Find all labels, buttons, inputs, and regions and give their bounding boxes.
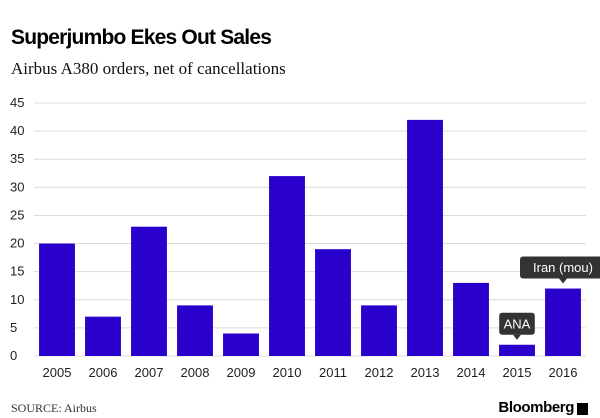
callout-label: Iran (mou) [533,260,593,275]
bar [453,282,489,356]
x-tick-label: 2015 [503,365,532,380]
gridlines [34,102,586,357]
x-tick-label: 2013 [411,365,440,380]
x-tick-label: 2016 [549,365,578,380]
y-tick-label: 25 [10,207,24,222]
x-tick-label: 2011 [319,365,347,380]
x-tick-label: 2008 [181,365,210,380]
y-tick-label: 15 [10,264,24,279]
chart-subtitle: Airbus A380 orders, net of cancellations [11,59,286,78]
y-tick-label: 40 [10,123,24,138]
brand-logo: Bloomberg [498,399,588,416]
x-tick-label: 2009 [227,365,256,380]
y-tick-label: 10 [10,292,24,307]
bar [131,226,167,356]
bar [315,249,351,356]
brand-name: Bloomberg [498,399,574,416]
y-tick-label: 20 [10,236,24,251]
x-tick-label: 2014 [457,365,486,380]
y-tick-label: 30 [10,179,24,194]
bloomberg-mark-icon [577,402,588,415]
chart-title: Superjumbo Ekes Out Sales [11,26,272,49]
x-tick-label: 2006 [89,365,118,380]
bar [223,333,259,356]
y-axis-ticks: 0 5 10 15 20 25 30 35 40 45 [10,95,24,363]
bar [85,316,121,356]
callout-label: ANA [504,316,531,331]
callout-pointer [513,334,521,340]
source-note: SOURCE: Airbus [11,401,97,415]
callout: ANA [499,312,535,340]
bars [39,119,581,356]
x-tick-label: 2012 [365,365,394,380]
y-tick-label: 45 [10,95,24,110]
bar [39,243,75,356]
y-tick-label: 35 [10,151,24,166]
bar [407,119,443,356]
annotations: ANA Iran (mou) [499,256,600,340]
callout: Iran (mou) [520,256,600,284]
bar [545,288,581,356]
bar [177,305,213,356]
bar [499,344,535,356]
x-tick-label: 2007 [135,365,164,380]
x-axis-ticks: 2005 2006 2007 2008 2009 2010 2011 2012 2013 2014… [43,365,578,380]
callout-box [520,256,600,279]
y-tick-label: 0 [10,348,17,363]
x-tick-label: 2005 [43,365,72,380]
callout-pointer [559,278,567,284]
x-tick-label: 2010 [273,365,302,380]
bar [269,176,305,356]
y-tick-label: 5 [10,320,17,335]
bar [361,305,397,356]
callout-box [499,312,535,335]
